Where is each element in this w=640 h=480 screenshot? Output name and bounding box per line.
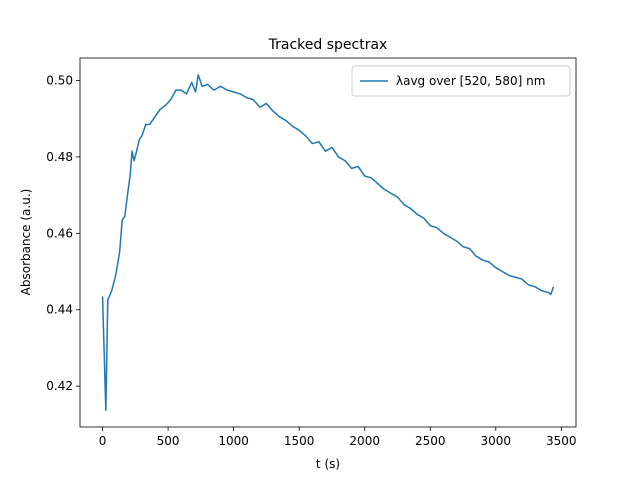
x-tick-label: 2500 (415, 434, 446, 448)
legend-box (351, 65, 571, 97)
chart-title: Tracked spectrax (268, 37, 388, 53)
x-tick-label: 0 (99, 434, 107, 448)
x-tick-label: 1000 (218, 434, 249, 448)
x-tick-label: 3000 (481, 434, 512, 448)
data-line (101, 74, 555, 411)
x-tick-label: 2000 (349, 434, 380, 448)
y-tick-label: 0.48 (46, 150, 73, 164)
legend-label: λavg over [520, 580] nm (396, 74, 545, 88)
y-tick-label: 0.44 (46, 303, 73, 317)
x-tick-label: 500 (157, 434, 180, 448)
y-tick-label: 0.42 (46, 379, 73, 393)
y-tick-label: 0.46 (46, 226, 73, 240)
plot-frame (79, 57, 577, 428)
y-axis-label: Absorbance (a.u.) (19, 189, 33, 296)
x-axis-label: t (s) (316, 457, 340, 471)
x-tick-label: 1500 (284, 434, 315, 448)
x-tick-label: 3500 (546, 434, 577, 448)
y-tick-label: 0.50 (46, 74, 73, 88)
